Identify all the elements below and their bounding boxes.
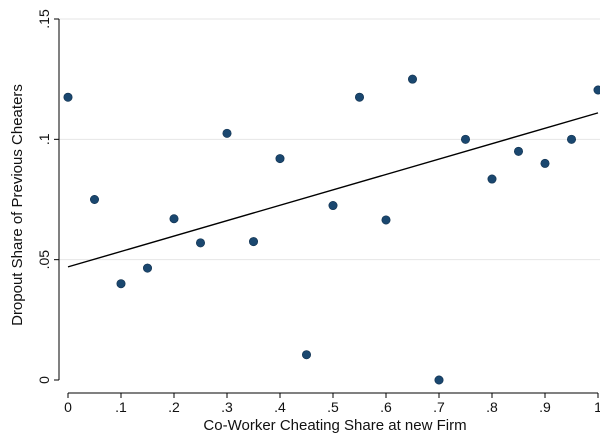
- data-point: [143, 263, 153, 273]
- data-point: [487, 174, 497, 184]
- data-point: [301, 350, 311, 360]
- x-axis-ticks: 0 .1 .2 .3 .4 .5 .6 .7 .8 .9 1: [64, 393, 600, 415]
- x-tick-label: .1: [115, 399, 127, 415]
- x-tick-label: .4: [274, 399, 286, 415]
- data-points: [63, 74, 600, 385]
- data-point: [540, 158, 550, 168]
- data-point: [275, 154, 285, 164]
- data-point: [593, 85, 600, 95]
- x-tick-label: .2: [168, 399, 180, 415]
- y-axis-title: Dropout Share of Previous Cheaters: [9, 84, 26, 326]
- y-tick-label: 0: [36, 376, 52, 384]
- x-tick-label: 0: [64, 399, 72, 415]
- x-tick-label: .9: [539, 399, 551, 415]
- x-tick-label: .3: [221, 399, 233, 415]
- data-point: [407, 74, 417, 84]
- x-tick-label: .7: [433, 399, 445, 415]
- x-tick-label: 1: [594, 399, 600, 415]
- data-point: [354, 92, 364, 102]
- x-tick-label: .6: [380, 399, 392, 415]
- data-point: [328, 201, 338, 211]
- data-point: [249, 237, 259, 247]
- x-axis-title: Co-Worker Cheating Share at new Firm: [203, 417, 466, 434]
- data-point: [513, 146, 523, 156]
- data-point: [381, 215, 391, 225]
- data-point: [434, 375, 444, 385]
- data-point: [196, 238, 206, 248]
- grid: [59, 18, 600, 261]
- x-tick-label: .5: [327, 399, 339, 415]
- data-point: [460, 134, 470, 144]
- x-tick-label: .8: [486, 399, 498, 415]
- data-point: [63, 92, 73, 102]
- data-point: [169, 214, 179, 224]
- fitted-line: [67, 112, 599, 268]
- data-point: [90, 195, 100, 205]
- data-point: [116, 279, 126, 289]
- data-point: [222, 128, 232, 138]
- y-tick-label: .1: [36, 133, 52, 145]
- y-tick-label: .15: [36, 9, 52, 29]
- data-point: [566, 134, 576, 144]
- y-tick-label: .05: [36, 250, 52, 270]
- y-axis-ticks: 0 .05 .1 .15: [36, 9, 59, 384]
